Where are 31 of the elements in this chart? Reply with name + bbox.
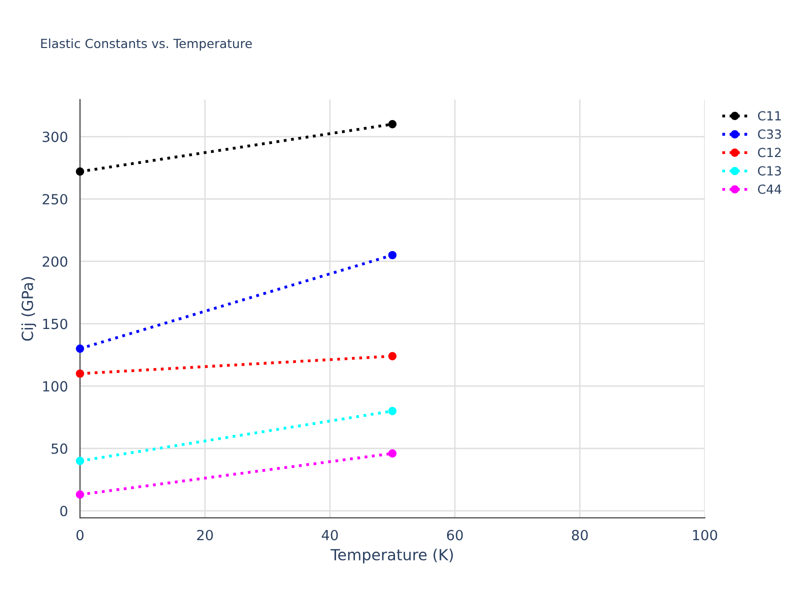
- legend-label: C12: [758, 148, 781, 158]
- x-tick-label: 40: [322, 530, 338, 540]
- point: [76, 344, 84, 353]
- point: [388, 250, 397, 260]
- y-tick-label: 300: [42, 132, 68, 142]
- point: [76, 369, 84, 378]
- x-tick-label: 0: [76, 530, 84, 540]
- legend-label: C33: [758, 129, 781, 139]
- y-tick-label: 200: [42, 256, 68, 267]
- legend-label: C44: [758, 184, 782, 194]
- y-tick-label: 250: [42, 194, 68, 204]
- x-axis-title: Temperature (K): [330, 548, 453, 564]
- point: [388, 352, 397, 360]
- point: [388, 406, 397, 416]
- y-tick-label: 0: [60, 506, 68, 516]
- chart-title: Elastic Constants vs. Temperature: [41, 38, 252, 51]
- y-axis-title: Cij (GPa): [21, 277, 36, 341]
- x-tick-label: 100: [693, 530, 718, 540]
- x-tick-label: 60: [447, 530, 463, 540]
- point: [76, 456, 84, 466]
- x-tick-label: 80: [572, 530, 588, 540]
- point: [76, 167, 84, 176]
- legend-label: C13: [758, 166, 781, 176]
- point: [388, 449, 397, 458]
- legend-label: C11: [758, 111, 781, 121]
- y-tick-label: 50: [52, 443, 68, 454]
- x-tick-label: 20: [197, 530, 213, 540]
- point: [388, 120, 397, 128]
- y-tick-label: 150: [43, 318, 68, 330]
- point: [76, 490, 84, 499]
- y-tick-label: 100: [43, 381, 68, 392]
